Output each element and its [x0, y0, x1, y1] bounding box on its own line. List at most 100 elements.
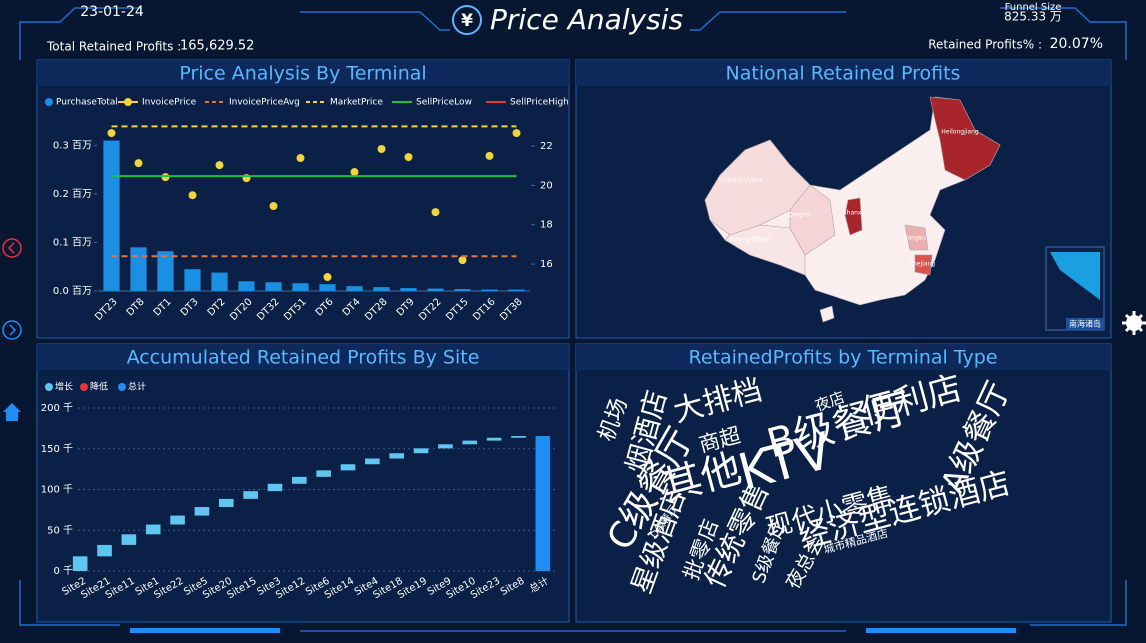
map-island [819, 305, 835, 323]
waterfall-bar [340, 464, 356, 471]
scatter-point [215, 161, 224, 170]
map-region [914, 254, 933, 276]
waterfall-bar [462, 440, 478, 445]
legend-symbol [45, 383, 53, 391]
waterfall-bar [438, 444, 453, 449]
funnel-value: 825.33 万 [1004, 10, 1062, 24]
map-region-label: Jiangsu [903, 235, 926, 242]
waterfall-bar [292, 476, 307, 484]
percent-label: Retained Profits% : [928, 38, 1042, 52]
map-region-label: Zhejiang [909, 261, 935, 268]
total-label: Total Retained Profits : [46, 40, 181, 54]
y-tick-label: 150 千 [41, 443, 73, 455]
panel-title: RetainedProfits by Terminal Type [688, 347, 997, 369]
frame [19, 7, 1127, 633]
waterfall-bar [365, 458, 380, 465]
scatter-point [269, 202, 278, 211]
waterfall-bar [145, 524, 161, 535]
legend-symbol [80, 383, 88, 391]
y2-tick-label: 20 [540, 180, 553, 191]
map-region [789, 184, 836, 256]
bar [508, 289, 525, 291]
bar [346, 286, 363, 291]
prev-button[interactable] [2, 238, 22, 258]
bar [292, 283, 309, 291]
percent-value: 20.07% [1050, 36, 1103, 52]
legend-label: SellPriceHigh [510, 98, 569, 108]
y-tick-label: 0.2 百万 [53, 188, 92, 200]
panel-header [576, 60, 1111, 86]
scatter-point [323, 273, 332, 282]
map-region-label: Heilongjiang [941, 129, 979, 136]
y-tick-label: 0 千 [53, 565, 73, 577]
waterfall-bar [121, 534, 137, 545]
bar [373, 287, 390, 291]
bar [238, 281, 255, 291]
legend-label: InvoicePriceAvg [229, 98, 300, 108]
scatter-point [188, 191, 197, 200]
panel-header [37, 344, 569, 370]
map-region-label: Xinjiang Uygur [718, 177, 763, 184]
legend-symbol [45, 98, 53, 106]
bar [481, 289, 498, 291]
settings-button[interactable] [1122, 311, 1146, 335]
panel [36, 59, 570, 339]
map-region [929, 96, 1001, 181]
legend-symbol [118, 383, 126, 391]
panel-title: Price Analysis By Terminal [179, 63, 426, 85]
legend-symbol [124, 98, 132, 106]
waterfall-bar [170, 515, 185, 525]
funnel-label: Funnel Size [1005, 2, 1062, 13]
y-tick-label: 0.1 百万 [53, 236, 92, 248]
scatter-point [107, 129, 116, 138]
date: 23-01-24 [80, 4, 144, 20]
legend-label: 增长 [55, 381, 73, 393]
bar [427, 288, 444, 291]
bar [319, 284, 336, 291]
map-inset-sea [1050, 252, 1100, 300]
total-value: 165,629.52 [180, 39, 254, 54]
map-chart: Heilongjiang Xinjiang Uygur Xizang (Tibet)… [704, 96, 1001, 276]
legend-label: PurchaseTotal [56, 98, 118, 108]
map-region-label: Shanxi [843, 210, 864, 217]
waterfall-bar [486, 437, 502, 441]
scatter-point [485, 151, 494, 160]
scatter-point [134, 159, 143, 168]
legend-label: InvoicePrice [142, 98, 197, 108]
y-tick-label: 0.3 百万 [53, 139, 92, 151]
map-inset-label-bg [1066, 318, 1104, 330]
scatter-point [350, 168, 359, 177]
waterfall-bar [267, 483, 283, 492]
panel-header [576, 344, 1111, 370]
scatter-point [431, 208, 440, 217]
waterfall-bar [72, 556, 88, 571]
map-region [904, 224, 929, 251]
y-tick-label: 200 千 [41, 402, 73, 414]
page-title: Price Analysis [490, 3, 683, 36]
next-button[interactable] [2, 320, 22, 340]
waterfall-bar [194, 507, 210, 516]
scatter-point [296, 154, 305, 163]
y2-tick-label: 18 [540, 220, 553, 231]
bar [130, 247, 147, 291]
map-region-label: Qinghai [788, 212, 811, 219]
bar [211, 272, 228, 291]
bar [184, 269, 201, 291]
waterfall-bar [218, 498, 234, 508]
bar [454, 289, 471, 291]
legend-label: 降低 [90, 381, 108, 393]
map-inset-label: 南海诸岛 [1069, 319, 1101, 329]
scatter-point [512, 129, 521, 138]
total-bar [535, 436, 551, 571]
panel-header [37, 60, 569, 86]
y2-tick-label: 22 [540, 141, 553, 152]
scatter-point [404, 153, 413, 162]
home-button[interactable] [3, 403, 21, 421]
y-tick-label: 50 千 [47, 524, 73, 536]
legend-label: SellPriceLow [416, 98, 472, 108]
panel-title: National Retained Profits [726, 63, 961, 85]
scatter-point [458, 256, 467, 265]
waterfall-bar [511, 436, 526, 438]
waterfall-bar [389, 453, 405, 459]
map-region-label: Xizang (Tibet) [729, 237, 771, 244]
